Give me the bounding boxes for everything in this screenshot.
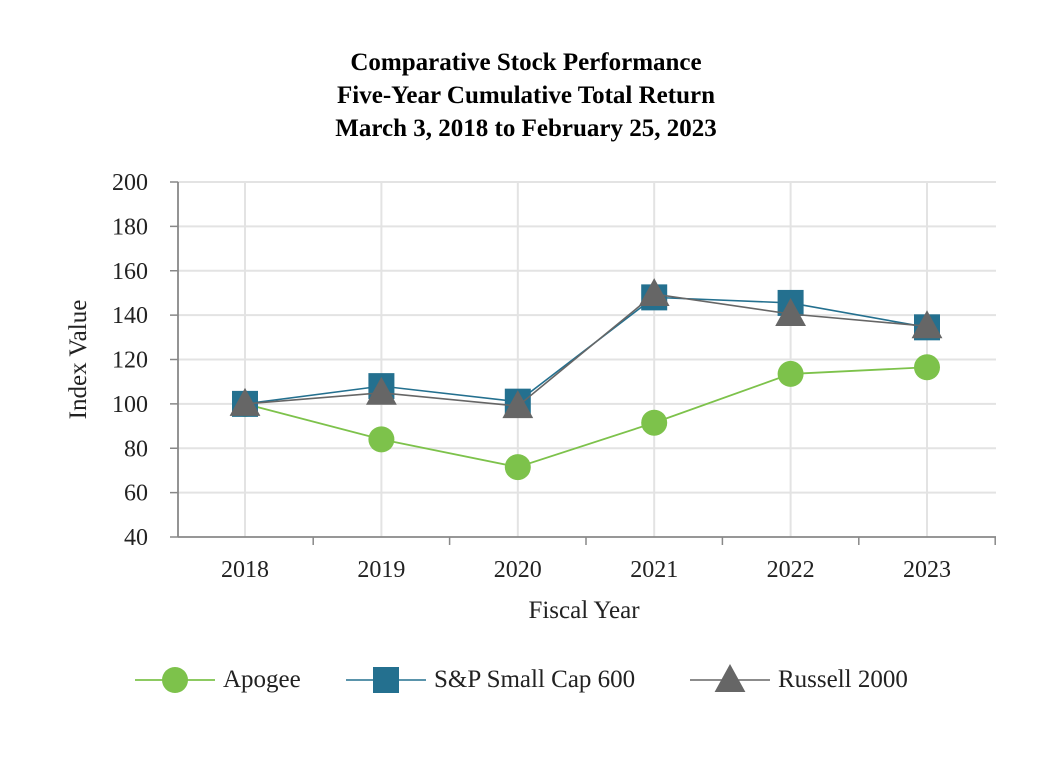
- chart-title-line-2: Five-Year Cumulative Total Return: [337, 82, 715, 109]
- legend-label: S&P Small Cap 600: [434, 666, 635, 693]
- chart-title-line-1: Comparative Stock Performance: [350, 49, 702, 76]
- data-point-russell-2000: [502, 390, 534, 419]
- series-line-russell-2000: [244, 293, 928, 407]
- legend-item-russell-2000: Russell 2000: [690, 664, 908, 693]
- data-point-russell-2000: [638, 278, 670, 307]
- x-tick-label: 2023: [903, 557, 951, 583]
- series-apogee: [232, 354, 940, 481]
- data-point-russell-2000: [775, 298, 806, 326]
- axes: 40 60 80 100 120 140 160 180 200 2018 2019 2020 2021…: [65, 170, 996, 624]
- x-tick-label: 2021: [630, 557, 678, 583]
- series-russell-2000: [229, 278, 943, 419]
- y-tick-label: 180: [112, 214, 148, 240]
- legend: Apogee S&P Small Cap 600 Russell 2000: [135, 664, 908, 693]
- legend-label: Russell 2000: [778, 666, 908, 693]
- y-axis-title: Index Value: [65, 300, 92, 420]
- y-tick-label: 80: [124, 436, 148, 462]
- y-tick-label: 100: [112, 392, 148, 418]
- legend-item-apogee: Apogee: [135, 666, 301, 693]
- series: [229, 278, 943, 481]
- y-tick-label: 160: [112, 259, 148, 285]
- data-point-apogee: [914, 354, 940, 381]
- data-point-apogee: [368, 426, 395, 453]
- grid: [178, 181, 996, 537]
- y-tick-label: 40: [124, 525, 148, 551]
- x-tick-label: 2019: [357, 557, 405, 583]
- legend-item-s-p-small-cap-600: S&P Small Cap 600: [346, 666, 635, 693]
- legend-marker: [714, 664, 746, 692]
- y-tick-label: 60: [124, 481, 148, 507]
- data-point-apogee: [777, 360, 804, 387]
- data-point-russell-2000: [229, 387, 261, 416]
- chart-title-line-3: March 3, 2018 to February 25, 2023: [335, 115, 717, 142]
- data-point-russell-2000: [366, 376, 397, 405]
- legend-label: Apogee: [223, 666, 301, 693]
- x-tick-label: 2018: [221, 557, 269, 583]
- x-axis-title: Fiscal Year: [528, 597, 640, 624]
- data-point-apogee: [504, 454, 531, 481]
- data-point-apogee: [641, 409, 668, 436]
- legend-marker: [162, 667, 188, 693]
- x-tick-label: 2020: [494, 557, 542, 583]
- data-point-russell-2000: [911, 310, 943, 339]
- y-tick-label: 200: [112, 170, 148, 196]
- x-tick-label: 2022: [767, 557, 815, 583]
- legend-marker: [373, 667, 399, 693]
- y-tick-label: 120: [112, 348, 148, 374]
- series-line-apogee: [244, 366, 928, 469]
- y-tick-label: 140: [112, 303, 148, 329]
